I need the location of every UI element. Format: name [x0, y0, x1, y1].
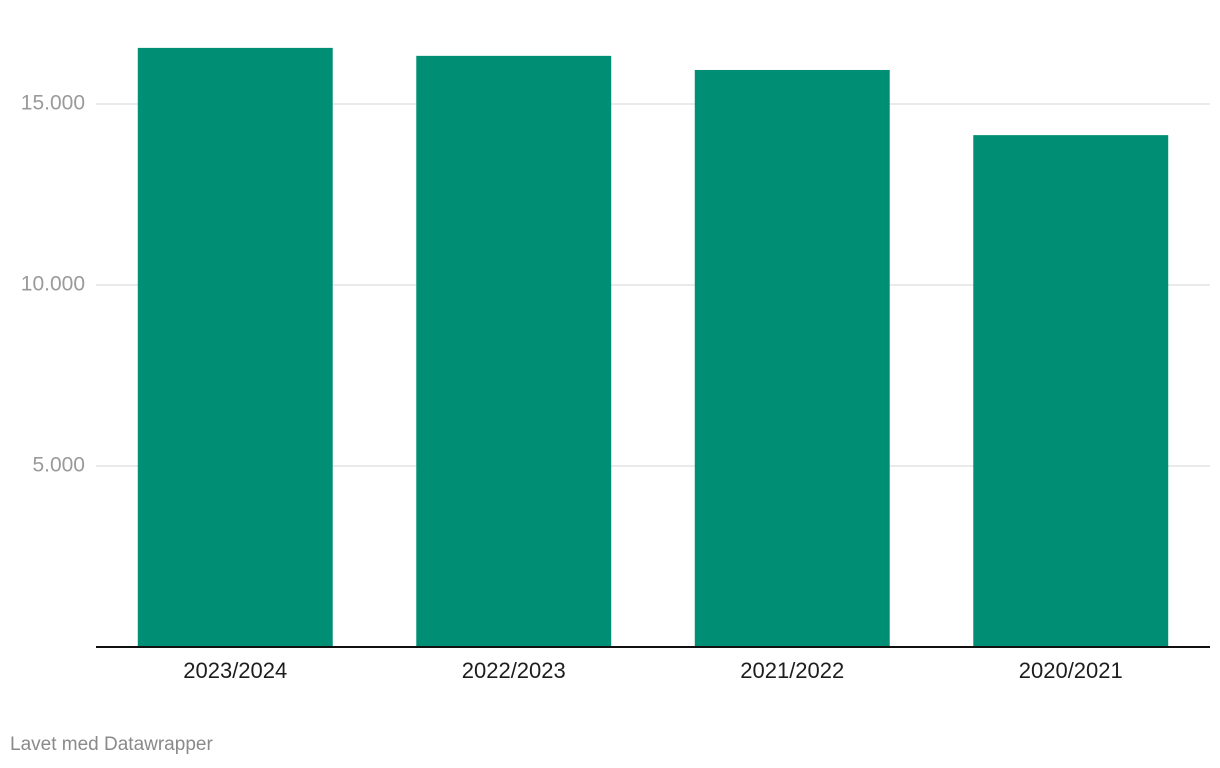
bar	[137, 47, 333, 647]
y-tick-label: 15.000	[21, 92, 85, 115]
x-tick-label: 2023/2024	[183, 658, 287, 683]
bar	[694, 69, 890, 648]
bar	[973, 135, 1169, 647]
x-tick-label: 2022/2023	[462, 658, 566, 683]
bar	[416, 55, 612, 647]
x-tick-label: 2021/2022	[740, 658, 844, 683]
credit: Lavet med Datawrapper	[10, 734, 213, 755]
x-tick-label: 2020/2021	[1019, 658, 1123, 683]
y-tick-label: 10.000	[21, 273, 85, 296]
y-tick-label: 5.000	[32, 454, 85, 477]
